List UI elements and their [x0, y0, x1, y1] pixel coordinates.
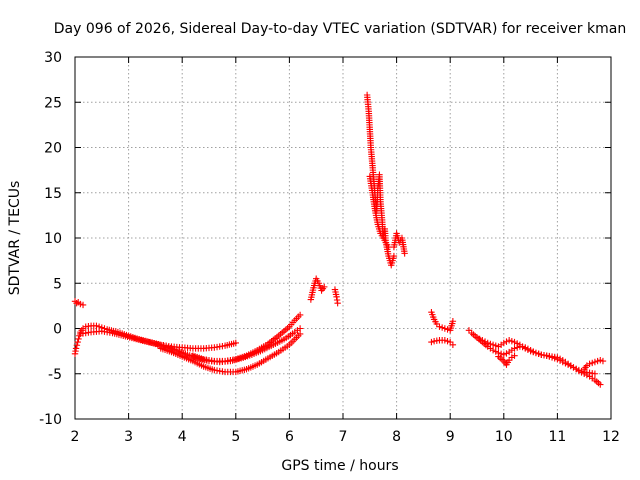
y-tick-label: -10 [39, 412, 62, 428]
x-tick-label: 7 [339, 429, 348, 445]
series-arc-M [465, 327, 604, 388]
series-arc-L [428, 337, 457, 348]
series-arc-B [71, 322, 239, 358]
y-tick-label: 15 [44, 186, 62, 202]
data-point [75, 335, 82, 343]
x-tick-label: 3 [124, 429, 133, 445]
x-tick-label: 10 [495, 429, 513, 445]
x-tick-label: 6 [285, 429, 294, 445]
series-arc-O [495, 352, 518, 368]
y-tick-label: 10 [44, 231, 62, 247]
data-point [334, 299, 341, 307]
grid-lines [75, 57, 611, 419]
series-arc-P [581, 356, 607, 373]
series-arc-G [331, 286, 341, 307]
data-point [232, 339, 239, 347]
chart-title: Day 096 of 2026, Sidereal Day-to-day VTE… [54, 21, 626, 37]
series-arc-D [157, 330, 304, 376]
y-tick-label: -5 [48, 367, 62, 383]
y-tick-label: 0 [53, 322, 62, 338]
y-tick-labels: -10 -5 0 5 10 15 20 25 30 [39, 50, 62, 428]
x-tick-label: 9 [446, 429, 455, 445]
data-point [73, 342, 81, 349]
data-point [401, 250, 408, 257]
data-markers [71, 91, 607, 388]
x-tick-label: 8 [392, 429, 401, 445]
series-arc-I [366, 173, 392, 251]
series-arc-E [189, 311, 304, 365]
data-point [74, 338, 81, 346]
x-tick-labels: 2 3 4 5 6 7 8 9 10 11 12 [71, 429, 620, 445]
y-tick-label: 5 [53, 276, 62, 292]
x-tick-label: 12 [602, 429, 620, 445]
data-point [79, 301, 87, 309]
data-point [390, 252, 398, 260]
x-axis-label: GPS time / hours [281, 458, 398, 474]
x-tick-label: 4 [178, 429, 187, 445]
series-arc-F [307, 275, 328, 303]
data-point [449, 318, 457, 325]
data-point [321, 283, 328, 291]
series-arc-N [473, 334, 599, 377]
x-tick-label: 11 [548, 429, 566, 445]
data-point [591, 370, 599, 377]
data-point [296, 325, 304, 332]
y-axis-label: SDTVAR / TECUs [7, 181, 23, 296]
data-point [597, 381, 604, 388]
data-point [72, 345, 80, 352]
y-tick-label: 20 [44, 141, 62, 157]
data-point [385, 243, 392, 251]
series-arc-H [363, 91, 398, 269]
data-point [511, 352, 518, 359]
data-point [599, 357, 607, 365]
series-arc-A [71, 298, 87, 309]
x-tick-label: 5 [231, 429, 240, 445]
x-tick-label: 2 [71, 429, 80, 445]
data-point [296, 311, 304, 319]
data-point [449, 341, 457, 348]
series-arc-J [390, 230, 408, 257]
y-tick-label: 30 [44, 50, 62, 66]
series-arc-K [428, 309, 457, 334]
data-point [296, 330, 304, 338]
y-tick-label: 25 [44, 95, 62, 111]
